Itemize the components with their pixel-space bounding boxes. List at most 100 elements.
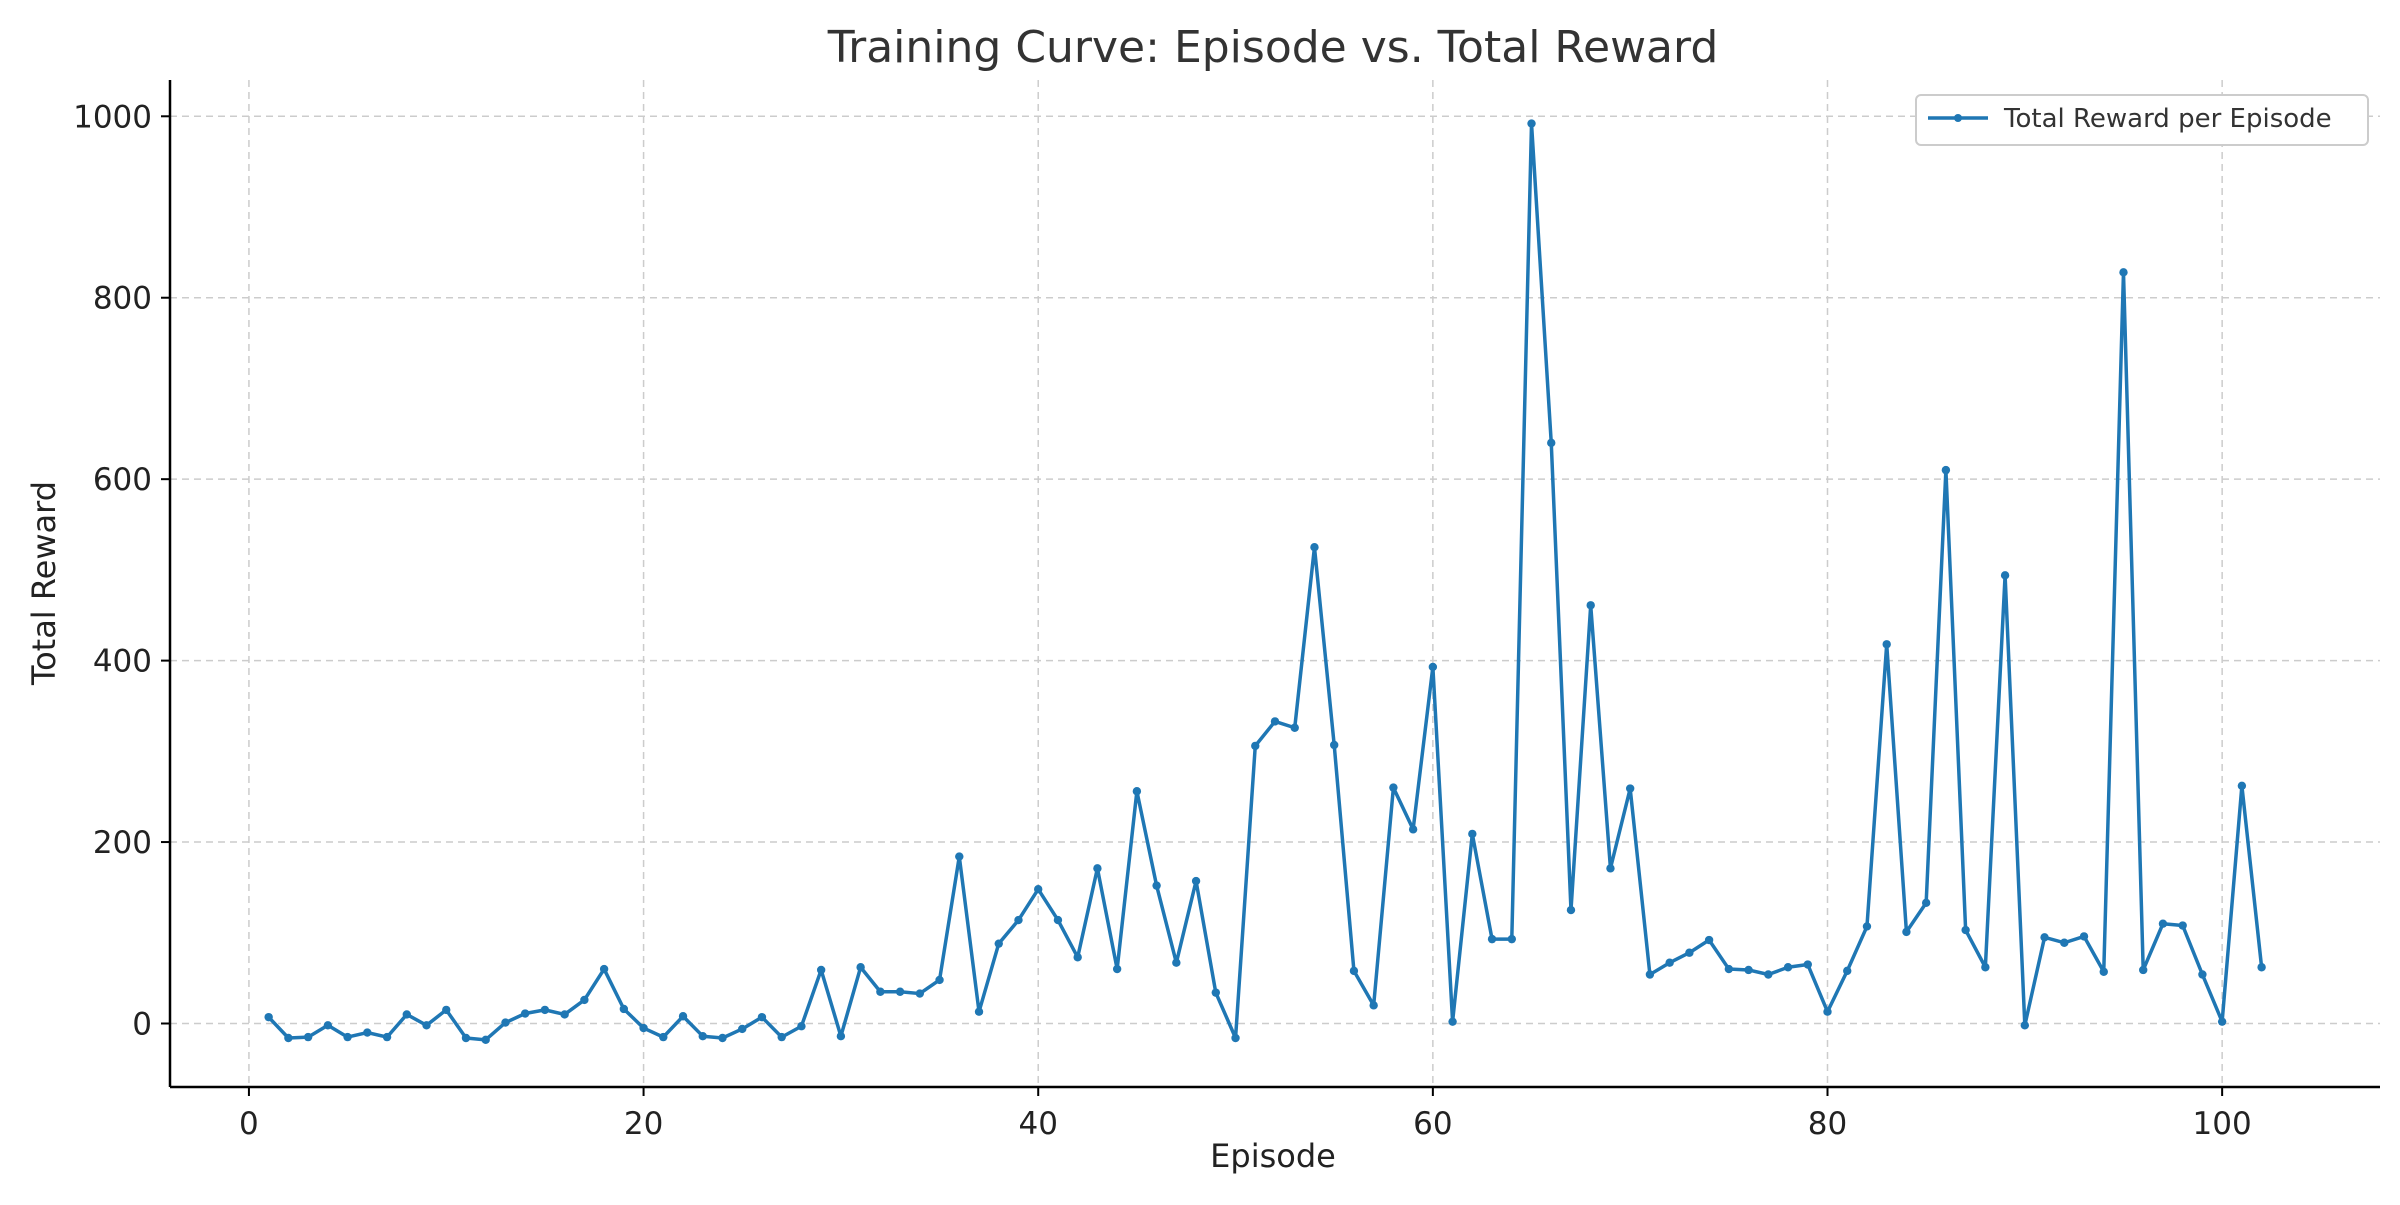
x-tick-label: 80 [1808, 1106, 1847, 1142]
data-point [1566, 905, 1576, 915]
data-point [540, 1005, 550, 1015]
data-point [797, 1022, 806, 1031]
data-point [1823, 1007, 1832, 1016]
data-point [1172, 958, 1181, 967]
data-point [1408, 825, 1418, 834]
data-point [1547, 438, 1556, 448]
data-point [738, 1024, 747, 1034]
data-point [1231, 1033, 1240, 1043]
data-point [1132, 787, 1142, 796]
data-point [520, 1009, 530, 1018]
data-point [935, 975, 944, 985]
x-tick-label: 60 [1413, 1106, 1452, 1142]
data-point [2060, 938, 2069, 947]
chart-title: Training Curve: Episode vs. Total Reward [827, 22, 1719, 73]
data-point [1428, 662, 1438, 672]
y-tick-label: 400 [93, 644, 152, 680]
series-group [264, 119, 2266, 1045]
data-point [1527, 119, 1536, 128]
data-point [481, 1035, 490, 1045]
data-point [876, 987, 885, 996]
data-point [1211, 988, 1221, 997]
data-point [599, 964, 609, 974]
data-point [816, 965, 826, 975]
data-point [560, 1010, 569, 1019]
data-point [1685, 948, 1694, 957]
data-point [2079, 932, 2089, 941]
data-point [1112, 964, 1122, 974]
data-point [2198, 970, 2207, 979]
data-point [619, 1004, 629, 1014]
data-point [1586, 601, 1595, 610]
data-point [895, 987, 905, 996]
y-tick-label: 600 [93, 462, 152, 498]
data-point [303, 1032, 313, 1042]
data-point [2257, 963, 2266, 972]
data-point [915, 989, 925, 998]
data-point [284, 1033, 293, 1043]
data-point [1251, 741, 1260, 751]
data-point [1882, 640, 1891, 649]
x-tick-label: 100 [2193, 1106, 2252, 1142]
data-point [1014, 915, 1023, 925]
data-point [1349, 966, 1359, 976]
data-point [1389, 783, 1398, 792]
x-tick-label: 40 [1018, 1106, 1057, 1142]
x-tick-label: 20 [624, 1106, 663, 1142]
legend-swatch-marker [1954, 114, 1962, 122]
data-point [461, 1033, 471, 1043]
data-point [1843, 966, 1852, 976]
data-point [2040, 933, 2049, 942]
data-point [1152, 881, 1161, 890]
y-tick-label: 0 [132, 1006, 152, 1042]
data-point [698, 1032, 707, 1041]
data-point [856, 963, 865, 972]
data-point [1606, 864, 1615, 873]
data-point [1507, 934, 1516, 944]
data-point [2119, 268, 2128, 277]
x-tick-label: 0 [239, 1106, 259, 1142]
data-point [1625, 784, 1635, 793]
data-point [2158, 919, 2168, 928]
data-point [2020, 1021, 2030, 1030]
series-line [267, 121, 2264, 1042]
y-axis-label: Total Reward [25, 481, 63, 686]
data-point [678, 1012, 688, 1021]
data-point [442, 1005, 451, 1015]
data-point [1744, 965, 1753, 975]
data-point [1487, 934, 1497, 944]
data-point [323, 1021, 333, 1030]
data-point [402, 1010, 411, 1019]
data-point [1034, 885, 1043, 894]
data-point [2178, 921, 2187, 930]
data-point [1093, 864, 1102, 873]
data-point [501, 1018, 510, 1027]
data-point [1330, 740, 1339, 750]
data-point [1053, 915, 1063, 925]
data-point [422, 1021, 431, 1030]
data-point [2000, 571, 2010, 580]
data-point [1369, 1001, 1378, 1010]
data-point [1902, 927, 1911, 937]
data-point [974, 1007, 984, 1016]
data-point [1862, 922, 1872, 931]
data-point [1961, 925, 1970, 935]
legend-label: Total Reward per Episode [2003, 104, 2332, 134]
data-point [1191, 876, 1201, 886]
data-point [994, 939, 1003, 948]
x-axis-label: Episode [1210, 1137, 1336, 1175]
data-point [757, 1012, 767, 1022]
data-point [777, 1032, 786, 1042]
data-point [1981, 963, 1990, 972]
data-point [718, 1033, 727, 1043]
data-point [1764, 970, 1773, 979]
data-point [343, 1032, 352, 1042]
data-point [1448, 1017, 1457, 1026]
data-point [1704, 935, 1714, 945]
data-point [1941, 465, 1951, 475]
y-tick-label: 1000 [73, 99, 152, 135]
data-point [1073, 953, 1082, 962]
